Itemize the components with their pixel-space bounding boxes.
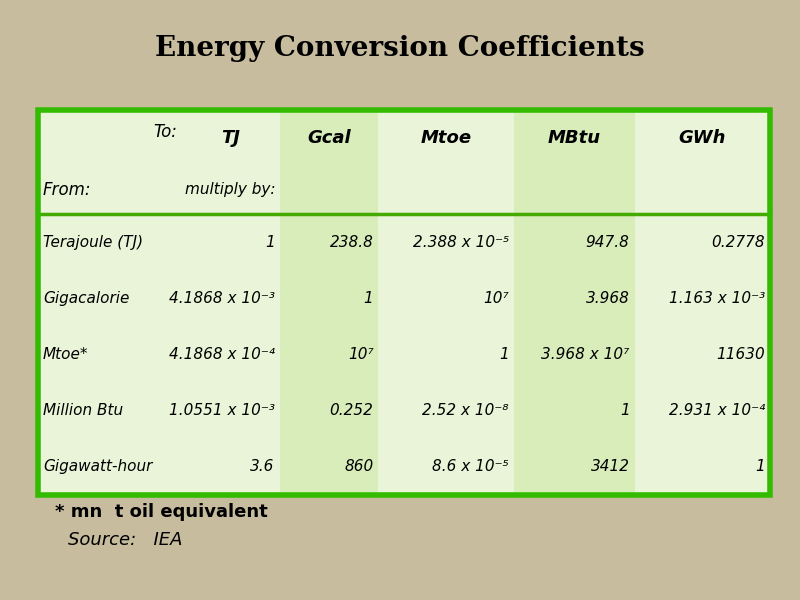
Text: 1: 1: [755, 460, 765, 475]
Polygon shape: [514, 270, 634, 326]
Text: 4.1868 x 10⁻³: 4.1868 x 10⁻³: [169, 291, 274, 306]
Polygon shape: [38, 166, 181, 214]
Polygon shape: [279, 110, 378, 166]
Polygon shape: [181, 326, 279, 383]
Polygon shape: [514, 439, 634, 495]
Text: 947.8: 947.8: [586, 235, 630, 250]
Text: multiply by:: multiply by:: [185, 182, 275, 197]
Polygon shape: [38, 383, 181, 439]
Polygon shape: [634, 166, 770, 214]
Polygon shape: [279, 214, 378, 270]
Text: 1: 1: [620, 403, 630, 418]
Polygon shape: [181, 214, 279, 270]
Polygon shape: [634, 214, 770, 270]
Text: Gigacalorie: Gigacalorie: [43, 291, 130, 306]
Text: 4.1868 x 10⁻⁴: 4.1868 x 10⁻⁴: [169, 347, 274, 362]
Polygon shape: [634, 270, 770, 326]
Text: 238.8: 238.8: [330, 235, 374, 250]
Text: 11630: 11630: [716, 347, 765, 362]
Polygon shape: [181, 270, 279, 326]
Text: 10⁷: 10⁷: [348, 347, 374, 362]
Polygon shape: [378, 110, 514, 166]
Polygon shape: [378, 214, 514, 270]
Polygon shape: [279, 270, 378, 326]
Text: GWh: GWh: [678, 129, 726, 147]
Text: 1: 1: [499, 347, 509, 362]
Polygon shape: [181, 383, 279, 439]
Polygon shape: [378, 270, 514, 326]
Text: Source:   IEA: Source: IEA: [68, 531, 182, 549]
Text: 3.6: 3.6: [250, 460, 274, 475]
Polygon shape: [279, 166, 378, 214]
Polygon shape: [514, 326, 634, 383]
Polygon shape: [634, 110, 770, 166]
Text: 1: 1: [265, 235, 274, 250]
Polygon shape: [181, 166, 279, 214]
Polygon shape: [378, 439, 514, 495]
Text: 0.2778: 0.2778: [711, 235, 765, 250]
Polygon shape: [181, 110, 279, 166]
Polygon shape: [378, 166, 514, 214]
Text: 1: 1: [364, 291, 374, 306]
Polygon shape: [514, 166, 634, 214]
Polygon shape: [634, 326, 770, 383]
Polygon shape: [634, 383, 770, 439]
Polygon shape: [514, 110, 634, 166]
Text: MBtu: MBtu: [548, 129, 601, 147]
Polygon shape: [38, 214, 181, 270]
Polygon shape: [38, 326, 181, 383]
Text: * mn  t oil equivalent: * mn t oil equivalent: [55, 503, 268, 521]
Text: To:: To:: [153, 123, 177, 141]
Text: 2.52 x 10⁻⁸: 2.52 x 10⁻⁸: [422, 403, 509, 418]
Polygon shape: [378, 383, 514, 439]
Text: 2.388 x 10⁻⁵: 2.388 x 10⁻⁵: [413, 235, 509, 250]
Polygon shape: [279, 326, 378, 383]
Polygon shape: [514, 214, 634, 270]
Text: Mtoe: Mtoe: [421, 129, 472, 147]
Text: 0.252: 0.252: [330, 403, 374, 418]
Text: TJ: TJ: [221, 129, 240, 147]
Text: 860: 860: [344, 460, 374, 475]
Text: 2.931 x 10⁻⁴: 2.931 x 10⁻⁴: [669, 403, 765, 418]
Polygon shape: [634, 439, 770, 495]
Text: Energy Conversion Coefficients: Energy Conversion Coefficients: [155, 35, 645, 62]
Text: 3.968 x 10⁷: 3.968 x 10⁷: [542, 347, 630, 362]
Polygon shape: [181, 439, 279, 495]
Text: 1.163 x 10⁻³: 1.163 x 10⁻³: [669, 291, 765, 306]
Polygon shape: [38, 270, 181, 326]
Text: From:: From:: [43, 181, 91, 199]
Text: Million Btu: Million Btu: [43, 403, 123, 418]
Text: Gigawatt-hour: Gigawatt-hour: [43, 460, 152, 475]
Text: Mtoe*: Mtoe*: [43, 347, 89, 362]
Text: 3.968: 3.968: [586, 291, 630, 306]
Text: Gcal: Gcal: [307, 129, 350, 147]
Polygon shape: [378, 326, 514, 383]
Text: 8.6 x 10⁻⁵: 8.6 x 10⁻⁵: [432, 460, 509, 475]
Polygon shape: [38, 110, 181, 166]
Polygon shape: [38, 439, 181, 495]
Text: 3412: 3412: [590, 460, 630, 475]
Polygon shape: [279, 439, 378, 495]
Polygon shape: [279, 383, 378, 439]
Text: 1.0551 x 10⁻³: 1.0551 x 10⁻³: [169, 403, 274, 418]
Text: Terajoule (TJ): Terajoule (TJ): [43, 235, 143, 250]
Text: 10⁷: 10⁷: [483, 291, 509, 306]
Polygon shape: [514, 383, 634, 439]
